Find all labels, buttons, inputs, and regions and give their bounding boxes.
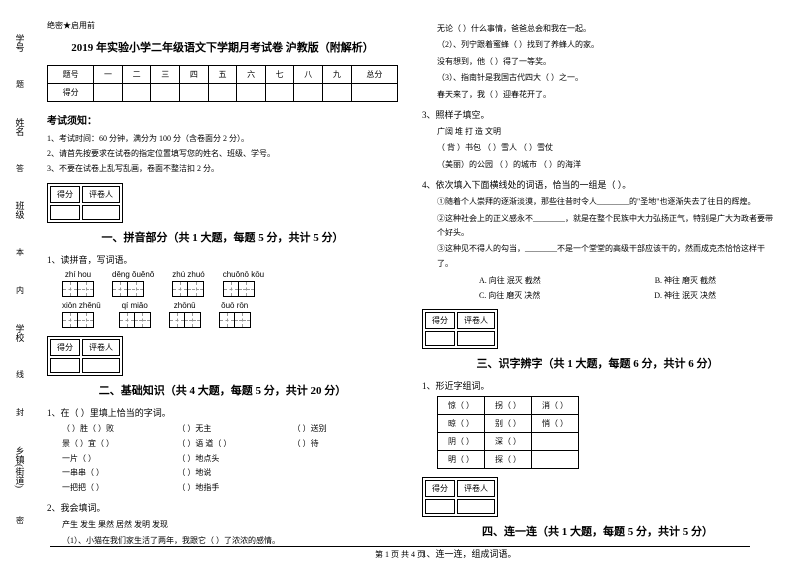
fill-grid: （ ）胜（ ）败（ ）无主（ ）送别 景（ ）宜（ ）（ ）语 道（ ）（ ）待… <box>62 423 398 495</box>
fill-line: ②这种社会上的正义感永不________，就是在整个民族中大力弘扬正气，特别是广… <box>437 212 773 241</box>
char-input[interactable] <box>169 312 201 328</box>
binding-margin: 学号 题 姓名 答 班级 本 内 学校 线 封 乡镇(街道) 密 <box>5 20 35 540</box>
question-label: 2、我会填词。 <box>47 501 398 514</box>
section-1-heading: 一、拼音部分（共 1 大题，每题 5 分，共计 5 分） <box>47 229 398 245</box>
char-input[interactable] <box>62 281 94 297</box>
fill-line: （3）、指南针是我国古代四大（ ）之一。 <box>437 71 773 85</box>
fill-line: 无论（ ）什么事情，爸爸总会和我在一起。 <box>437 22 773 36</box>
question-label: 4、依次填入下面横线处的词语，恰当的一组是（ ）。 <box>422 178 773 191</box>
rules-heading: 考试须知： <box>47 112 398 127</box>
secrecy-tag: 绝密★启用前 <box>47 20 398 31</box>
table-row: 惊（ ）拐（ ）消（ ） <box>438 397 579 415</box>
rule-item: 3、不要在试卷上乱写乱画，卷面不整洁扣 2 分。 <box>47 163 398 175</box>
fill-line: 没有想到，他（ ）得了一等奖。 <box>437 55 773 69</box>
fill-line: （ 背 ）书包 （ ）雪人 （ ）雪仗 <box>437 141 773 155</box>
seal-mark: 答 <box>16 163 24 174</box>
option-b[interactable]: B. 神往 磨灭 截然 <box>655 275 716 286</box>
option-a[interactable]: A. 向往 泯灭 截然 <box>479 275 541 286</box>
pinyin-row: zhí hou děnɡ ǒuěnǒ zhú zhuó chuǒnō kōu <box>62 270 398 297</box>
fill-line: ③这种见不得人的勾当，________不是一个堂堂的高级干部应该干的，然而成克杰… <box>437 242 773 271</box>
table-row: 得分 <box>48 84 398 102</box>
fill-line: （美丽）的公园 （ ）的城市 （ ）的海洋 <box>437 158 773 172</box>
question-label: 1、读拼音，写词语。 <box>47 253 398 266</box>
word-table: 惊（ ）拐（ ）消（ ） 晾（ ）别（ ）悄（ ） 阴（ ）深（ ） 明（ ）探… <box>437 396 579 469</box>
word-bank: 产生 发生 果然 居然 发明 发现 <box>62 518 398 532</box>
field-school: 学校 <box>14 324 27 342</box>
section-2-heading: 二、基础知识（共 4 大题，每题 5 分，共计 20 分） <box>47 382 398 398</box>
option-c[interactable]: C. 向往 磨灭 决然 <box>479 290 540 301</box>
seal-mark: 封 <box>16 407 24 418</box>
char-input[interactable] <box>119 312 151 328</box>
seal-mark: 题 <box>16 79 24 90</box>
section-score-box: 得分评卷人 <box>422 309 498 349</box>
options-row: C. 向往 磨灭 决然 D. 神往 泯灭 决然 <box>422 290 773 301</box>
right-column: 无论（ ）什么事情，爸爸总会和我在一起。 （2）、列宁跟着蜜蜂（ ）找到了养蜂人… <box>410 20 785 555</box>
page-content: 绝密★启用前 2019 年实验小学二年级语文下学期月考试卷 沪教版（附解析） 题… <box>0 0 800 565</box>
left-column: 绝密★启用前 2019 年实验小学二年级语文下学期月考试卷 沪教版（附解析） 题… <box>35 20 410 555</box>
char-input[interactable] <box>112 281 154 297</box>
options-row: A. 向往 泯灭 截然 B. 神往 磨灭 截然 <box>422 275 773 286</box>
char-input[interactable] <box>62 312 101 328</box>
table-row: 题号一二三四五六七八九总分 <box>48 66 398 84</box>
exam-title: 2019 年实验小学二年级语文下学期月考试卷 沪教版（附解析） <box>47 39 398 55</box>
question-label: 3、照样子填空。 <box>422 108 773 121</box>
page-footer: 第 1 页 共 4 页 <box>50 546 750 560</box>
section-score-box: 得分评卷人 <box>47 183 123 223</box>
fill-line: ①随着个人崇拜的逐渐淡漠，那些往昔时令人________的"圣地"也逐渐失去了往… <box>437 195 773 209</box>
rule-item: 2、请首先按要求在试卷的指定位置填写您的姓名、班级、学号。 <box>47 148 398 160</box>
section-score-box: 得分评卷人 <box>422 477 498 517</box>
field-student-id: 学号 <box>14 34 27 52</box>
section-score-box: 得分评卷人 <box>47 336 123 376</box>
seal-mark: 本 <box>16 247 24 258</box>
question-label: 1、在（ ）里填上恰当的字词。 <box>47 406 398 419</box>
field-name: 姓名 <box>14 118 27 136</box>
field-town: 乡镇(街道) <box>14 446 27 488</box>
field-class: 班级 <box>14 201 27 219</box>
seal-mark: 内 <box>16 285 24 296</box>
char-input[interactable] <box>223 281 264 297</box>
table-row: 阴（ ）深（ ） <box>438 433 579 451</box>
section-3-heading: 三、识字辨字（共 1 大题，每题 6 分，共计 6 分） <box>422 355 773 371</box>
question-label: 1、形近字组词。 <box>422 379 773 392</box>
fill-line: 春天来了，我（ ）迎春花开了。 <box>437 88 773 102</box>
seal-mark: 密 <box>16 515 24 526</box>
fill-line: （2）、列宁跟着蜜蜂（ ）找到了养蜂人的家。 <box>437 38 773 52</box>
option-d[interactable]: D. 神往 泯灭 决然 <box>654 290 716 301</box>
rule-item: 1、考试时间：60 分钟，满分为 100 分（含卷面分 2 分）。 <box>47 133 398 145</box>
char-input[interactable] <box>219 312 251 328</box>
score-summary-table: 题号一二三四五六七八九总分 得分 <box>47 65 398 102</box>
char-input[interactable] <box>172 281 204 297</box>
section-4-heading: 四、连一连（共 1 大题，每题 5 分，共计 5 分） <box>422 523 773 539</box>
table-row: 晾（ ）别（ ）悄（ ） <box>438 415 579 433</box>
seal-mark: 线 <box>16 369 24 380</box>
pinyin-row: xiōn zhěnū qí miǎo zhōnū ǒuō rōn <box>62 301 398 328</box>
word-bank: 广阔 堆 打 造 文明 <box>437 125 773 139</box>
table-row: 明（ ）探（ ） <box>438 451 579 469</box>
